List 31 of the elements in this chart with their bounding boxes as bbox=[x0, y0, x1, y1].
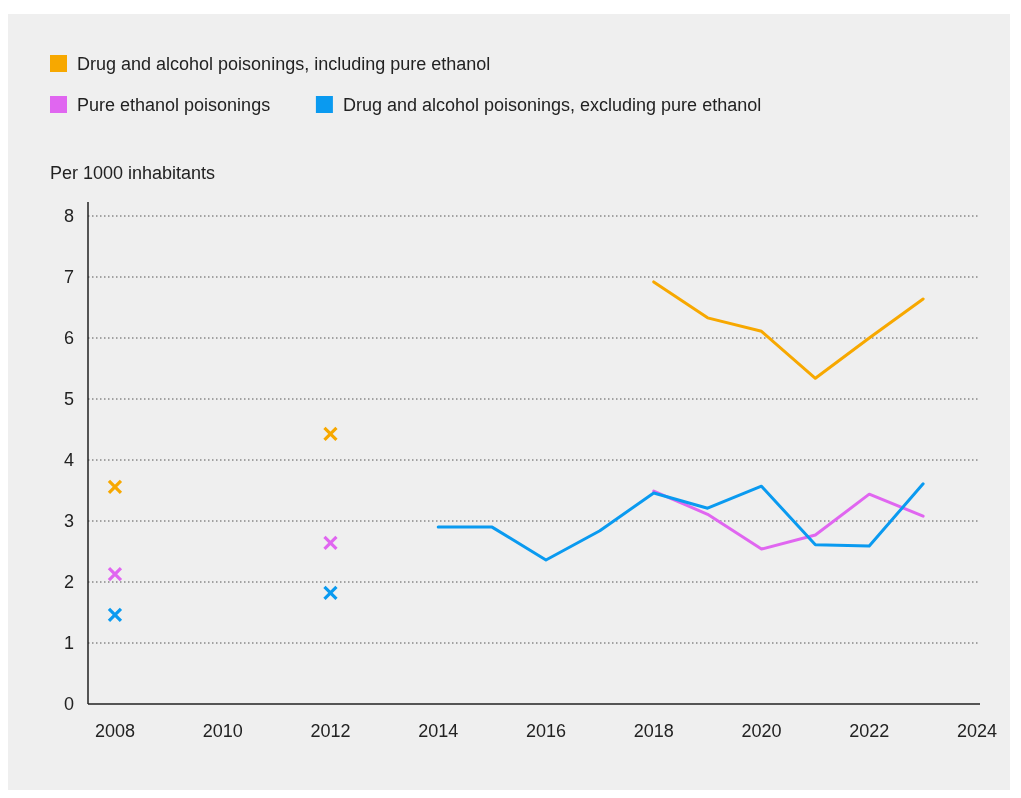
x-tick-label: 2008 bbox=[94, 721, 135, 741]
y-tick-label: 0 bbox=[63, 694, 74, 714]
legend-label: Drug and alcohol poisonings, excluding pure ethanol bbox=[342, 95, 762, 115]
x-tick-label: 2024 bbox=[956, 721, 998, 741]
x-tick-label: 2018 bbox=[633, 721, 674, 741]
y-tick-label: 6 bbox=[63, 328, 74, 348]
point bbox=[322, 426, 339, 442]
y-tick-label: 7 bbox=[63, 267, 74, 287]
point bbox=[107, 566, 123, 582]
legend-label: Drug and alcohol poisonings, including pure ethanol bbox=[77, 54, 491, 74]
x-tick-label: 2022 bbox=[849, 721, 890, 741]
line-series bbox=[436, 482, 925, 562]
y-tick-label: 2 bbox=[63, 572, 74, 592]
point bbox=[322, 535, 339, 551]
line-series bbox=[652, 280, 925, 380]
legend-label: Pure ethanol poisonings bbox=[77, 95, 271, 115]
y-tick-label: 8 bbox=[63, 206, 74, 226]
x-tick-label: 2012 bbox=[310, 721, 351, 741]
y-tick-label: 1 bbox=[63, 633, 74, 653]
y-axis-title: Per 1000 inhabitants bbox=[50, 163, 216, 183]
point bbox=[322, 585, 339, 601]
point bbox=[107, 479, 123, 495]
x-tick-label: 2010 bbox=[202, 721, 243, 741]
line-series bbox=[652, 489, 925, 551]
y-tick-label: 3 bbox=[63, 511, 74, 531]
x-tick-label: 2016 bbox=[525, 721, 566, 741]
x-tick-label: 2014 bbox=[418, 721, 459, 741]
y-tick-label: 4 bbox=[63, 450, 74, 470]
point bbox=[107, 607, 123, 623]
x-tick-label: 2020 bbox=[741, 721, 782, 741]
y-tick-label: 5 bbox=[63, 389, 74, 409]
